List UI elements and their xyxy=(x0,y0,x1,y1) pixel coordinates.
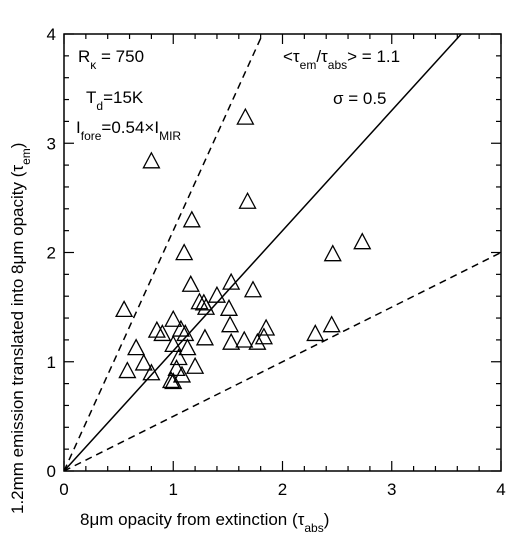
data-point xyxy=(176,324,195,342)
x-tick-label: 0 xyxy=(59,480,68,499)
x-tick-label: 2 xyxy=(278,480,287,499)
data-point xyxy=(172,365,192,383)
axis-ticks: 0 1 2 3 4 0 1 2 3 4 xyxy=(47,25,506,499)
data-point xyxy=(353,232,372,250)
data-point xyxy=(254,327,274,345)
data-point xyxy=(167,359,186,377)
data-point xyxy=(164,309,183,327)
data-point xyxy=(236,107,255,125)
x-tick-label: 1 xyxy=(169,480,178,499)
data-point xyxy=(194,293,213,311)
data-point xyxy=(118,361,137,379)
data-point xyxy=(222,272,241,290)
y-tick-label: 0 xyxy=(47,462,56,481)
data-point xyxy=(235,330,254,348)
sigma-annotation: σ = 0.5 xyxy=(333,89,387,108)
data-point xyxy=(153,324,172,342)
data-point xyxy=(134,353,153,371)
data-point xyxy=(195,328,215,346)
data-point xyxy=(164,372,183,390)
x-tick-label: 3 xyxy=(387,480,396,499)
data-point xyxy=(164,334,183,353)
data-point xyxy=(175,243,194,261)
data-point xyxy=(186,356,205,374)
data-point xyxy=(257,318,276,336)
y-tick-label: 3 xyxy=(47,134,56,153)
x-axis-title: 8μm opacity from extinction (τabs) xyxy=(80,510,329,533)
x-tick-label: 4 xyxy=(496,480,505,499)
mean-ratio-line-0 xyxy=(64,34,463,471)
data-point xyxy=(142,151,161,169)
sigma-bound-line-1 xyxy=(64,34,264,471)
data-point xyxy=(248,332,267,350)
sigma-bound-line-2 xyxy=(64,251,501,471)
i-fore-annotation: Ifore=0.54×IMIR xyxy=(76,118,181,143)
data-point xyxy=(182,210,201,228)
data-point xyxy=(171,319,190,337)
y-tick-label: 2 xyxy=(47,244,56,263)
data-point xyxy=(322,315,341,333)
data-point xyxy=(115,300,134,318)
data-point xyxy=(222,332,241,350)
data-point xyxy=(190,292,209,310)
data-point xyxy=(181,274,200,292)
data-point xyxy=(127,338,146,356)
reference-lines xyxy=(64,34,501,471)
data-point xyxy=(323,244,342,262)
y-tick-label: 4 xyxy=(47,25,56,44)
t-d-annotation: Td=15K xyxy=(86,88,144,113)
data-point xyxy=(243,280,263,298)
ratio-annotation: <τem/τabs> = 1.1 xyxy=(283,47,400,72)
data-point xyxy=(238,191,257,209)
data-point xyxy=(207,285,227,303)
data-point xyxy=(306,324,325,342)
data-point xyxy=(178,338,197,356)
y-axis-title: 1.2mm emission translated into 8μm opaci… xyxy=(8,143,33,514)
r-kappa-annotation: Rκ = 750 xyxy=(78,47,144,72)
data-point xyxy=(142,363,161,381)
data-points xyxy=(115,107,372,390)
y-tick-label: 1 xyxy=(47,353,56,372)
data-point xyxy=(219,298,239,316)
data-point xyxy=(220,315,240,333)
data-point xyxy=(147,320,166,338)
